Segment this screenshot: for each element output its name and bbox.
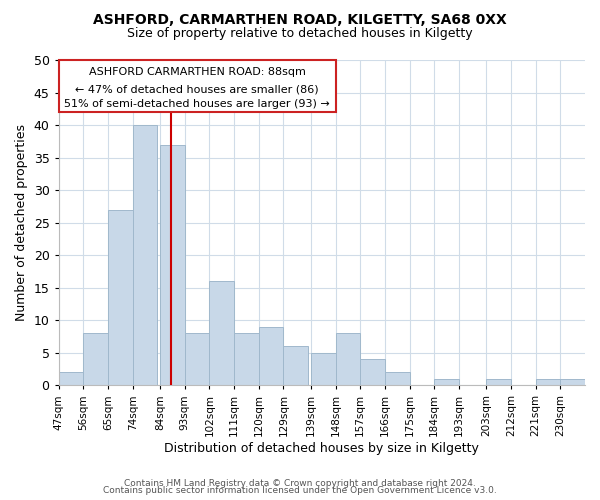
Bar bbox=[536, 379, 560, 386]
Bar bbox=[133, 125, 157, 386]
Text: Contains HM Land Registry data © Crown copyright and database right 2024.: Contains HM Land Registry data © Crown c… bbox=[124, 478, 476, 488]
Text: 51% of semi-detached houses are larger (93) →: 51% of semi-detached houses are larger (… bbox=[64, 99, 330, 109]
Y-axis label: Number of detached properties: Number of detached properties bbox=[15, 124, 28, 321]
Bar bbox=[311, 353, 335, 386]
Bar bbox=[335, 333, 360, 386]
Text: ASHFORD CARMARTHEN ROAD: 88sqm: ASHFORD CARMARTHEN ROAD: 88sqm bbox=[89, 66, 305, 76]
X-axis label: Distribution of detached houses by size in Kilgetty: Distribution of detached houses by size … bbox=[164, 442, 479, 455]
Bar bbox=[434, 379, 459, 386]
Bar bbox=[160, 144, 185, 386]
Bar bbox=[360, 360, 385, 386]
Text: ASHFORD, CARMARTHEN ROAD, KILGETTY, SA68 0XX: ASHFORD, CARMARTHEN ROAD, KILGETTY, SA68… bbox=[93, 12, 507, 26]
Bar bbox=[185, 333, 209, 386]
Bar bbox=[83, 333, 108, 386]
FancyBboxPatch shape bbox=[59, 60, 335, 112]
Bar bbox=[283, 346, 308, 386]
Bar bbox=[259, 326, 283, 386]
Text: ← 47% of detached houses are smaller (86): ← 47% of detached houses are smaller (86… bbox=[75, 84, 319, 94]
Bar bbox=[108, 210, 133, 386]
Text: Size of property relative to detached houses in Kilgetty: Size of property relative to detached ho… bbox=[127, 28, 473, 40]
Bar bbox=[59, 372, 83, 386]
Bar bbox=[385, 372, 410, 386]
Text: Contains public sector information licensed under the Open Government Licence v3: Contains public sector information licen… bbox=[103, 486, 497, 495]
Bar bbox=[486, 379, 511, 386]
Bar bbox=[560, 379, 585, 386]
Bar bbox=[209, 281, 234, 386]
Bar bbox=[234, 333, 259, 386]
